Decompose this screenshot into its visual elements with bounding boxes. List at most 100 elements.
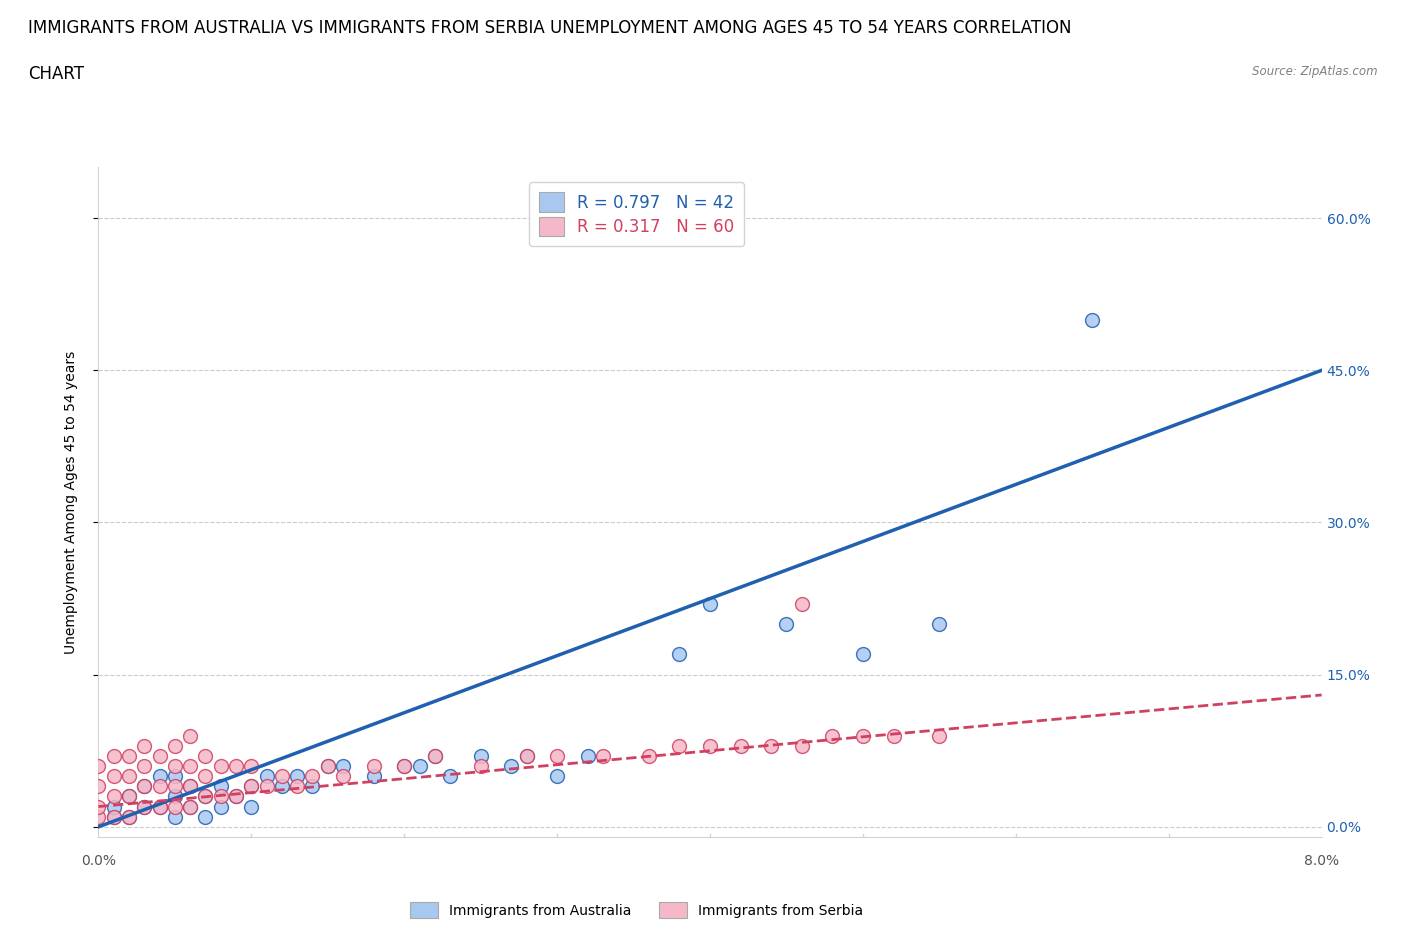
Point: [883, 728, 905, 743]
Point: [103, 769, 125, 784]
Point: [118, 749, 141, 764]
Point: [470, 749, 492, 764]
Point: [576, 749, 599, 764]
Point: [256, 769, 278, 784]
Point: [270, 778, 294, 793]
Point: [103, 809, 125, 824]
Point: [759, 738, 782, 753]
Point: [149, 778, 172, 793]
Point: [301, 778, 323, 793]
Point: [118, 789, 141, 804]
Point: [546, 749, 568, 764]
Point: [103, 749, 125, 764]
Point: [149, 799, 172, 814]
Point: [928, 617, 950, 631]
Point: [730, 738, 752, 753]
Point: [87, 799, 110, 814]
Point: [134, 759, 156, 774]
Point: [163, 809, 186, 824]
Point: [285, 769, 308, 784]
Point: [423, 749, 446, 764]
Point: [134, 799, 156, 814]
Point: [668, 647, 690, 662]
Point: [103, 789, 125, 804]
Point: [163, 799, 186, 814]
Point: [240, 778, 263, 793]
Point: [256, 778, 278, 793]
Point: [699, 596, 721, 611]
Point: [1081, 312, 1104, 327]
Point: [149, 769, 172, 784]
Point: [439, 769, 461, 784]
Point: [163, 759, 186, 774]
Point: [592, 749, 614, 764]
Point: [209, 759, 232, 774]
Point: [179, 778, 201, 793]
Point: [179, 799, 201, 814]
Point: [194, 769, 217, 784]
Point: [134, 778, 156, 793]
Point: [134, 738, 156, 753]
Point: [163, 789, 186, 804]
Point: [363, 769, 385, 784]
Y-axis label: Unemployment Among Ages 45 to 54 years: Unemployment Among Ages 45 to 54 years: [63, 351, 77, 654]
Point: [103, 809, 125, 824]
Point: [225, 789, 247, 804]
Text: IMMIGRANTS FROM AUSTRALIA VS IMMIGRANTS FROM SERBIA UNEMPLOYMENT AMONG AGES 45 T: IMMIGRANTS FROM AUSTRALIA VS IMMIGRANTS …: [28, 19, 1071, 36]
Point: [194, 789, 217, 804]
Point: [392, 759, 416, 774]
Point: [194, 809, 217, 824]
Point: [118, 809, 141, 824]
Point: [790, 738, 813, 753]
Point: [637, 749, 661, 764]
Point: [821, 728, 844, 743]
Point: [87, 759, 110, 774]
Point: [501, 759, 523, 774]
Text: 0.0%: 0.0%: [82, 854, 115, 868]
Point: [301, 769, 323, 784]
Point: [470, 759, 492, 774]
Point: [516, 749, 538, 764]
Point: [179, 778, 201, 793]
Point: [87, 809, 110, 824]
Point: [240, 778, 263, 793]
Point: [225, 789, 247, 804]
Point: [316, 759, 339, 774]
Point: [118, 809, 141, 824]
Point: [179, 728, 201, 743]
Point: [149, 749, 172, 764]
Text: 8.0%: 8.0%: [1305, 854, 1339, 868]
Point: [423, 749, 446, 764]
Point: [668, 738, 690, 753]
Point: [852, 728, 875, 743]
Point: [194, 789, 217, 804]
Point: [118, 769, 141, 784]
Point: [240, 759, 263, 774]
Point: [332, 759, 354, 774]
Point: [209, 778, 232, 793]
Text: Source: ZipAtlas.com: Source: ZipAtlas.com: [1253, 65, 1378, 78]
Point: [775, 617, 797, 631]
Point: [928, 728, 950, 743]
Point: [194, 749, 217, 764]
Point: [149, 799, 172, 814]
Point: [209, 799, 232, 814]
Point: [163, 738, 186, 753]
Point: [516, 749, 538, 764]
Point: [209, 789, 232, 804]
Point: [546, 769, 568, 784]
Point: [270, 769, 294, 784]
Text: CHART: CHART: [28, 65, 84, 83]
Point: [363, 759, 385, 774]
Legend: Immigrants from Australia, Immigrants from Serbia: Immigrants from Australia, Immigrants fr…: [405, 897, 869, 923]
Point: [852, 647, 875, 662]
Point: [163, 769, 186, 784]
Point: [408, 759, 430, 774]
Point: [103, 799, 125, 814]
Point: [87, 778, 110, 793]
Point: [134, 778, 156, 793]
Point: [163, 778, 186, 793]
Point: [285, 778, 308, 793]
Point: [392, 759, 416, 774]
Point: [225, 759, 247, 774]
